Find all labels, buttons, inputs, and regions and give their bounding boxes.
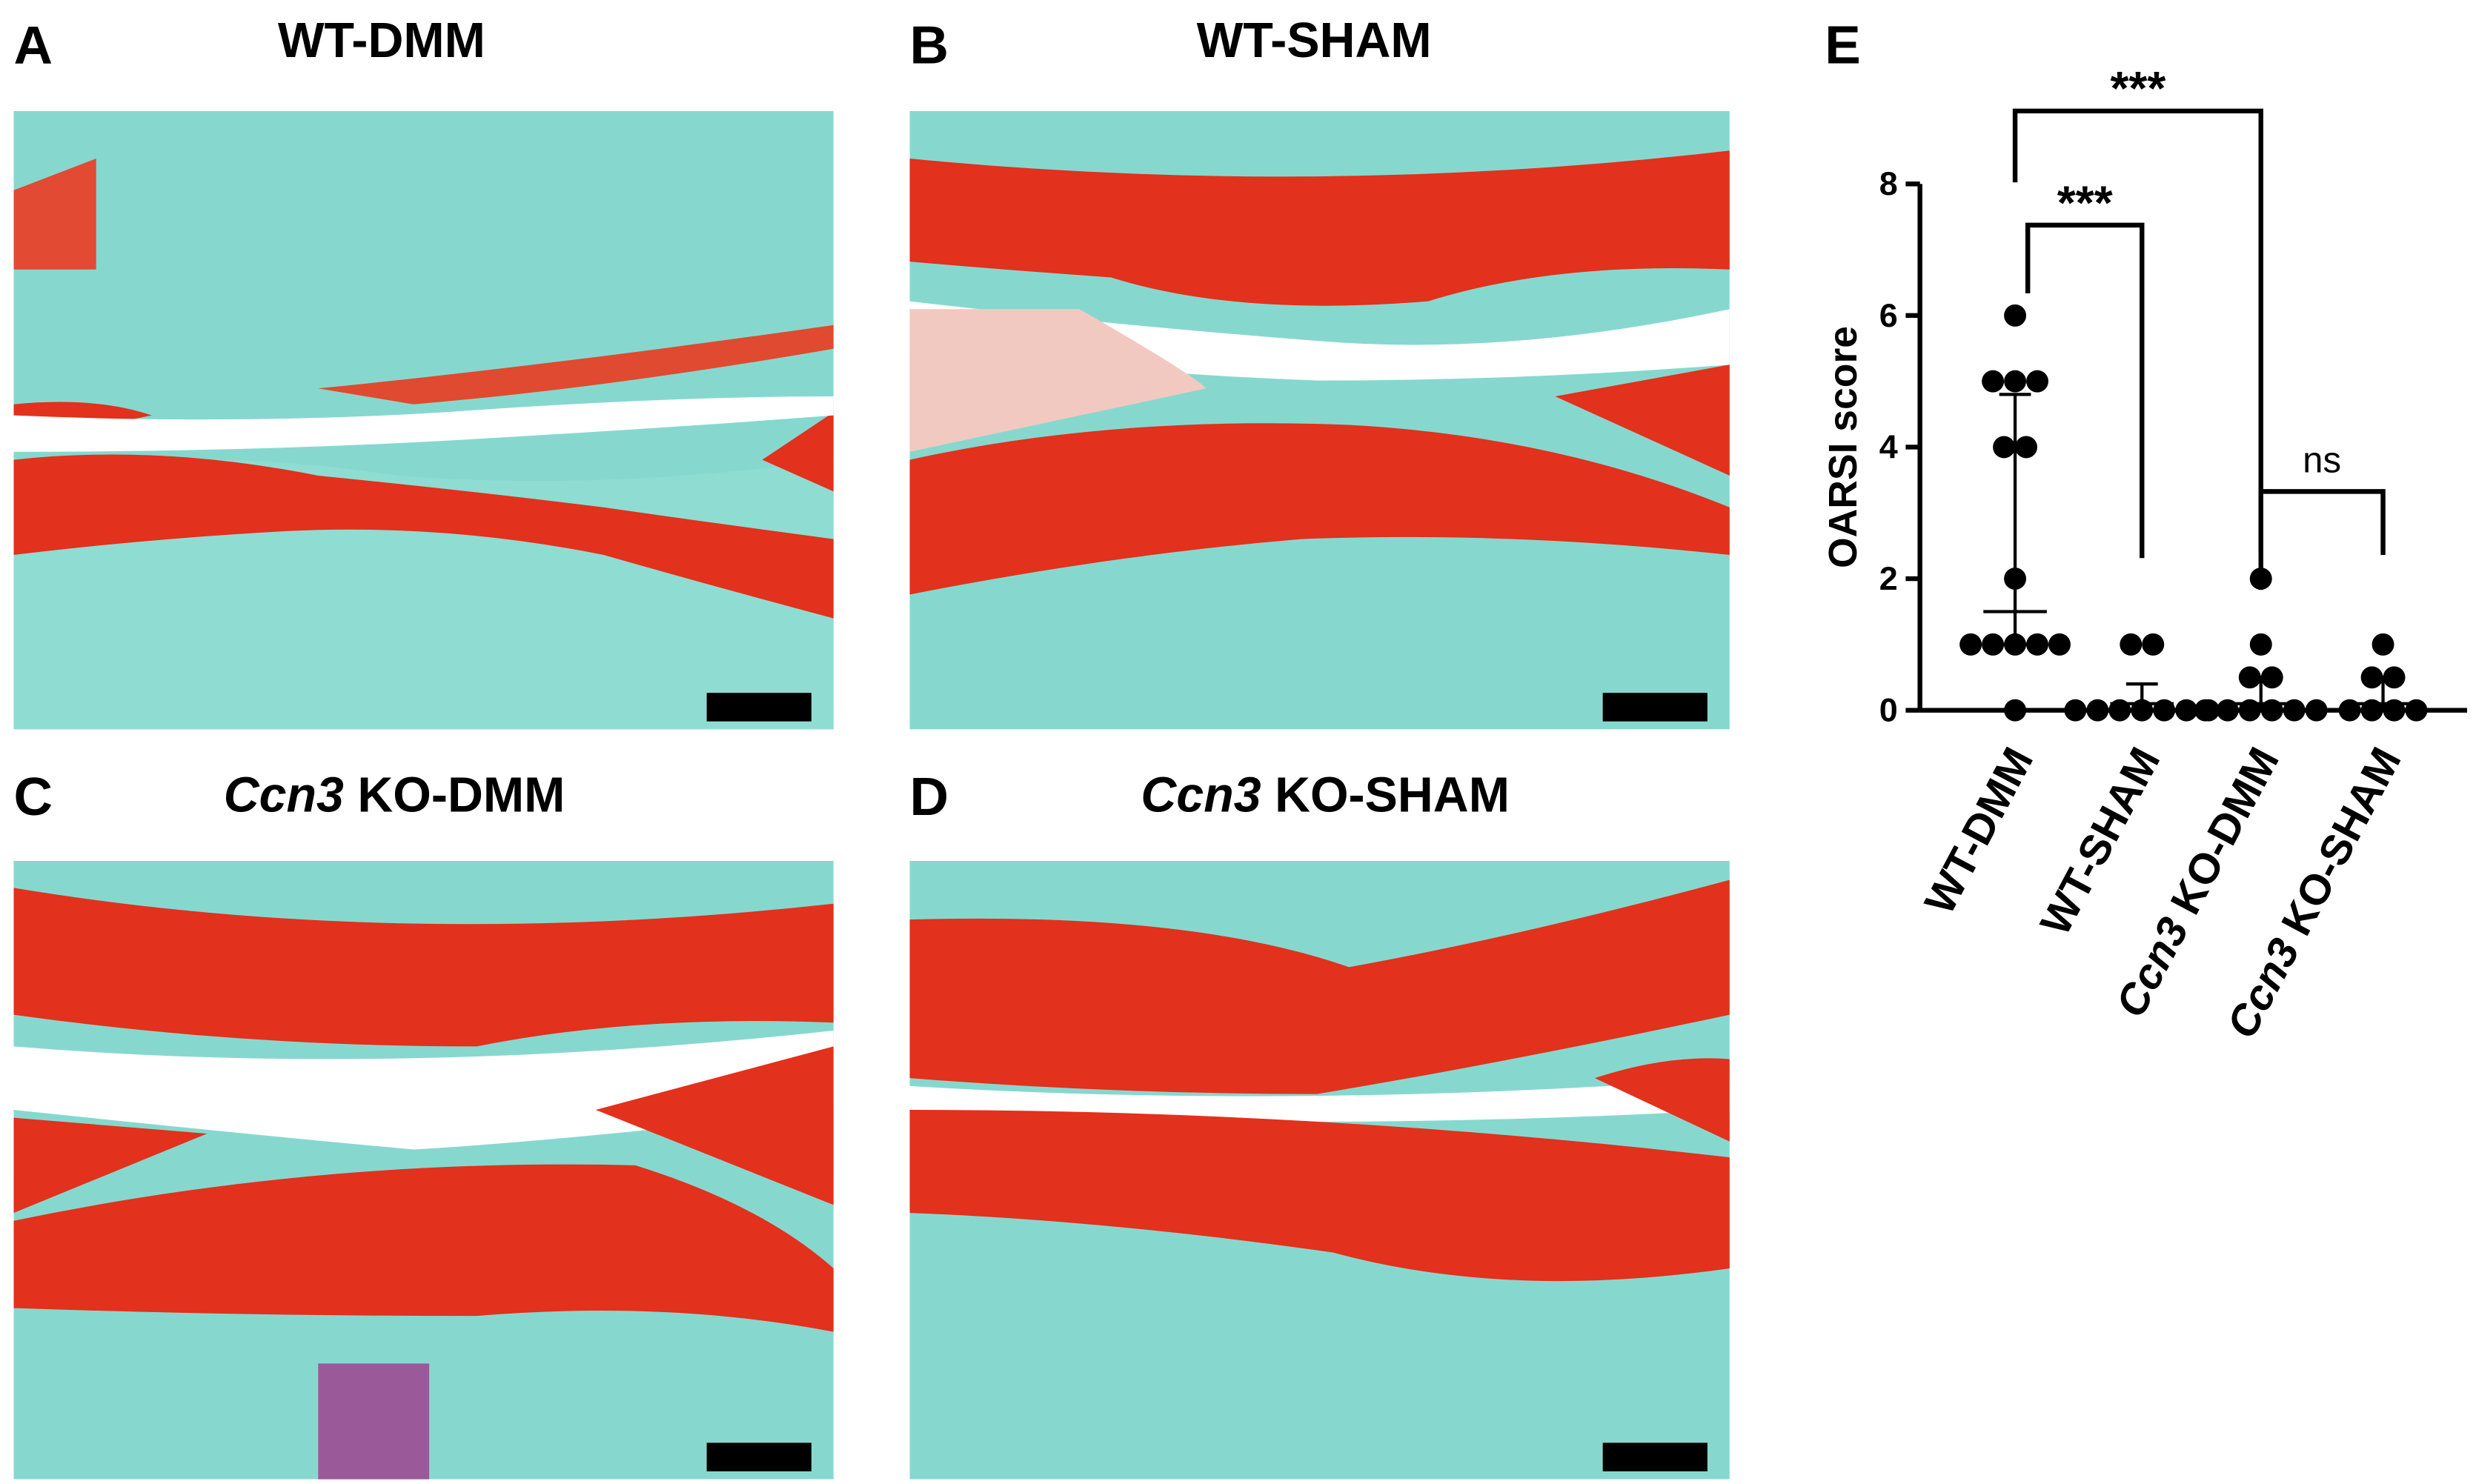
panel-letter: D: [910, 767, 949, 827]
data-point: [2026, 633, 2049, 656]
y-tick-label: 6: [1879, 296, 1898, 334]
label-part: WT-SHAM: [2031, 740, 2169, 943]
data-point: [2175, 699, 2198, 722]
histology-image: [13, 110, 834, 730]
y-tick-label: 2: [1879, 559, 1898, 597]
label-part: Ccn3: [2218, 921, 2314, 1046]
data-point: [1982, 370, 2005, 393]
panel-title-text: WT-SHAM: [1197, 13, 1432, 68]
panel-letter: B: [910, 16, 949, 76]
label-part: KO-SHAM: [2273, 740, 2411, 943]
data-point: [2015, 436, 2038, 459]
panel-title: WT-DMM: [278, 13, 485, 68]
panel-letter: E: [1825, 16, 1861, 76]
data-point: [2026, 370, 2049, 393]
data-point: [1993, 436, 2016, 459]
significance-bracket: [2012, 108, 2263, 590]
panel-title-gene: Ccn3: [224, 768, 344, 823]
significance-label: ***: [2057, 176, 2113, 229]
significance-bracket: [2025, 222, 2145, 559]
label-part: Ccn3: [2107, 899, 2203, 1025]
data-point: [2194, 699, 2217, 722]
data-point: [2004, 304, 2027, 327]
significance-label: ***: [2110, 61, 2165, 115]
data-point: [2249, 633, 2272, 656]
histology-image: [909, 860, 1730, 1480]
panel-letter: C: [13, 767, 53, 827]
significance-label: ns: [2303, 440, 2341, 481]
data-point: [2372, 633, 2394, 656]
data-point: [2004, 699, 2027, 722]
histology-image: [909, 110, 1730, 730]
panel-title-gene: Ccn3: [1141, 768, 1261, 823]
x-tick-label: WT-SHAM: [2031, 740, 2169, 943]
x-tick-label: WT-DMM: [1916, 740, 2042, 922]
panel-title-text: WT-DMM: [278, 13, 485, 68]
data-point: [1982, 633, 2005, 656]
y-tick-label: 0: [1879, 691, 1898, 729]
panel-title: WT-SHAM: [1197, 13, 1432, 68]
data-point: [2142, 633, 2165, 656]
label-part: WT-DMM: [1916, 740, 2042, 922]
panel-title: Ccn3 KO-DMM: [224, 768, 565, 823]
panel-letter: A: [13, 16, 53, 76]
panel-title-text: KO-SHAM: [1275, 768, 1510, 823]
panel-title: Ccn3 KO-SHAM: [1141, 768, 1510, 823]
histology-image: [13, 860, 834, 1480]
y-tick-label: 4: [1879, 427, 1898, 465]
label-part: KO-DMM: [2162, 740, 2289, 922]
panel-title-text: KO-DMM: [357, 768, 565, 823]
data-point: [2120, 633, 2143, 656]
data-point: [2048, 633, 2071, 656]
y-axis-label: OARSI score: [1822, 326, 1865, 568]
data-point: [1959, 633, 1982, 656]
data-point: [2086, 699, 2109, 722]
y-tick-label: 8: [1879, 164, 1898, 202]
significance-bracket: [2258, 489, 2386, 555]
data-point: [2305, 699, 2328, 722]
data-point: [2064, 699, 2087, 722]
data-point: [2004, 370, 2027, 393]
